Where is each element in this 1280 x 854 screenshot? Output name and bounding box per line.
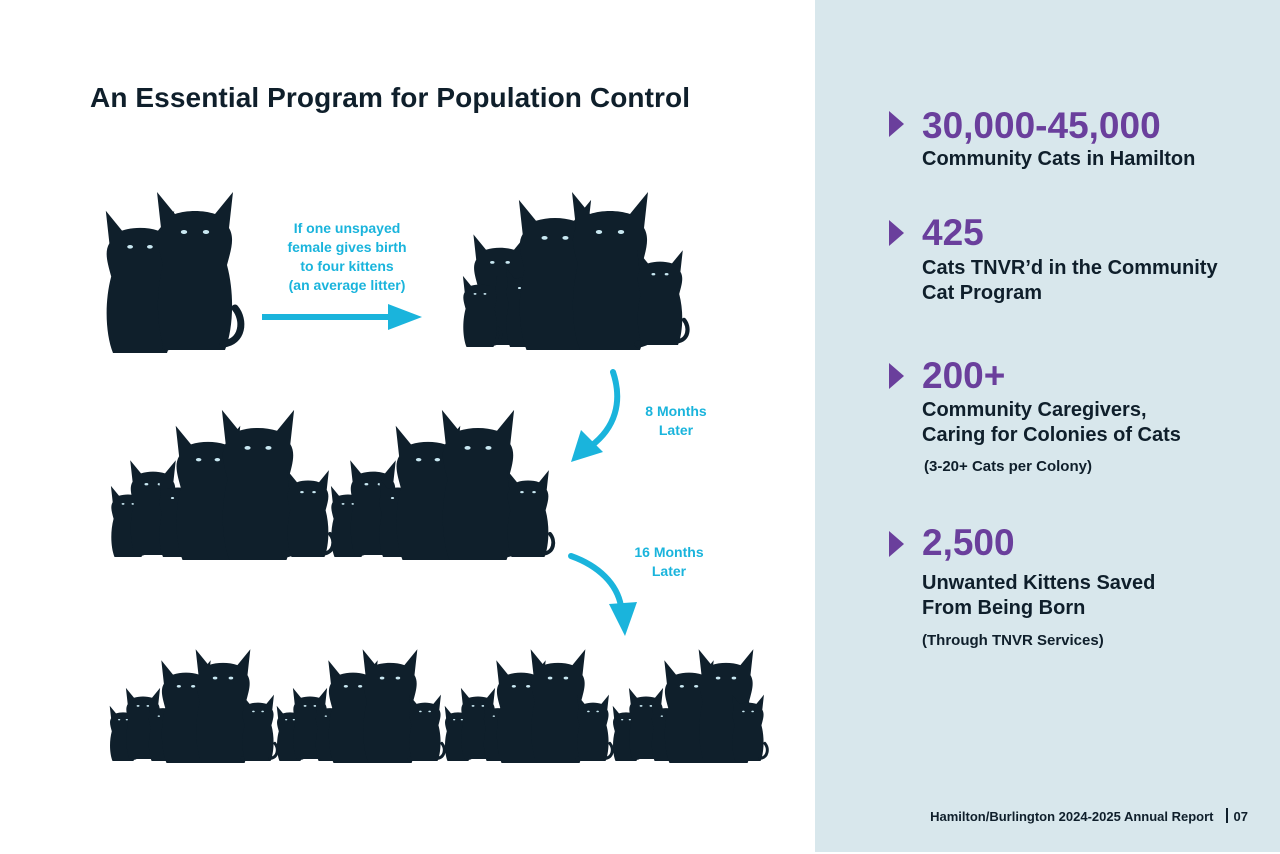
caption-line: 8 Months bbox=[645, 403, 707, 419]
sixteen-months-caption: 16 Months Later bbox=[622, 543, 716, 581]
cat-silhouette-icon bbox=[157, 192, 245, 350]
cat-silhouette-icon bbox=[577, 694, 614, 761]
cat-silhouette-icon bbox=[409, 694, 446, 761]
caption-line: Later bbox=[658, 422, 694, 438]
stat-line: Unwanted Kittens Saved bbox=[922, 572, 1156, 594]
triangle-bullet-icon bbox=[889, 220, 904, 246]
stat-line: Community Caregivers, bbox=[922, 399, 1147, 421]
cat-silhouette-icon bbox=[507, 470, 556, 557]
stat-number: 30,000-45,000 bbox=[922, 105, 1161, 146]
stat-number: 425 bbox=[922, 212, 984, 253]
eight-months-caption: 8 Months Later bbox=[630, 402, 722, 440]
eight-months-group bbox=[108, 405, 568, 570]
triangle-bullet-icon bbox=[889, 531, 904, 557]
cat-silhouette-icon bbox=[462, 275, 503, 347]
cat-silhouettes bbox=[109, 649, 769, 763]
triangle-bullet-icon bbox=[889, 363, 904, 389]
sixteen-months-group bbox=[108, 645, 769, 770]
caption-line: 16 Months bbox=[634, 544, 704, 560]
adult-cats-group bbox=[105, 192, 245, 360]
stat-line: Caring for Colonies of Cats bbox=[922, 424, 1181, 446]
cat-silhouettes bbox=[462, 192, 690, 350]
caption-line: If one unspayed bbox=[293, 220, 401, 236]
footer-report-title: Hamilton/Burlington 2024-2025 Annual Rep… bbox=[930, 809, 1214, 824]
cat-silhouettes bbox=[110, 409, 556, 560]
triangle-bullet-icon bbox=[889, 111, 904, 137]
stat-number: 200+ bbox=[922, 355, 1006, 396]
caption-line: female gives birth bbox=[287, 239, 407, 255]
stat-description: Community Caregivers, Caring for Colonie… bbox=[922, 398, 1181, 448]
arrow-right-icon bbox=[262, 304, 422, 330]
stat-note: (3-20+ Cats per Colony) bbox=[924, 458, 1092, 475]
first-litter-group bbox=[455, 192, 695, 360]
cat-silhouette-icon bbox=[637, 250, 690, 345]
page-number: 07 bbox=[1233, 809, 1248, 824]
caption-line: Later bbox=[651, 563, 687, 579]
stat-line: Community Cats in Hamilton bbox=[922, 148, 1196, 170]
stat-number: 2,500 bbox=[922, 522, 1015, 563]
footer: Hamilton/Burlington 2024-2025 Annual Rep… bbox=[930, 808, 1248, 824]
footer-divider bbox=[1225, 808, 1228, 823]
cat-silhouette-icon bbox=[732, 694, 769, 761]
stat-description: Unwanted Kittens Saved From Being Born bbox=[922, 571, 1155, 621]
cat-silhouette-icon bbox=[242, 694, 279, 761]
stat-description: Cats TNVR’d in the Community Cat Program bbox=[922, 256, 1218, 306]
caption-line: (an average litter) bbox=[288, 277, 406, 293]
cat-silhouette-icon bbox=[287, 470, 336, 557]
cat-silhouettes bbox=[105, 192, 245, 353]
stat-note: (Through TNVR Services) bbox=[922, 632, 1104, 649]
arrow-curved-down-icon bbox=[571, 369, 621, 462]
page-title: An Essential Program for Population Cont… bbox=[90, 82, 691, 113]
caption-line: to four kittens bbox=[300, 258, 394, 274]
stat-line: Cat Program bbox=[922, 282, 1043, 304]
arrow-curved-down-icon bbox=[568, 553, 637, 636]
stat-line: From Being Born bbox=[922, 597, 1086, 619]
litter-caption: If one unspayed female gives birth to fo… bbox=[272, 219, 422, 295]
stats-panel bbox=[815, 0, 1280, 852]
stat-line: Cats TNVR’d in the Community bbox=[922, 257, 1218, 279]
stat-description: Community Cats in Hamilton bbox=[922, 147, 1195, 172]
